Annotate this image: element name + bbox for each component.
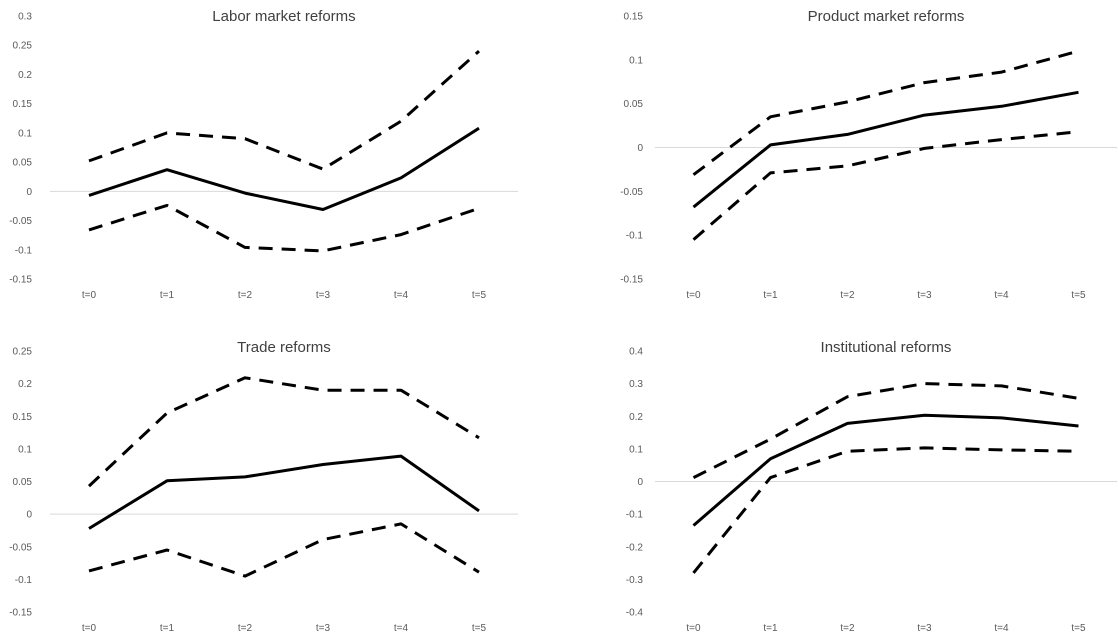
y-tick-label: -0.2 [626, 542, 644, 553]
x-tick-label: t=5 [472, 623, 487, 634]
x-tick-label: t=0 [686, 623, 701, 634]
estimate-line [88, 126, 480, 211]
chart-panel-2: Product market reforms 0.15 0.1 0.05 0 -0.05 -… [620, 8, 1117, 301]
x-tick-label: t=2 [840, 623, 855, 634]
y-tick-label: 0.2 [18, 70, 32, 81]
y-tick-label: -0.1 [15, 575, 33, 586]
y-tick-label: 0 [26, 510, 32, 521]
y-tick-label: -0.1 [626, 231, 644, 242]
x-tick-label: t=1 [160, 290, 175, 301]
y-tick-label: -0.1 [626, 510, 644, 521]
y-tick-label: 0 [637, 477, 643, 488]
y-tick-label: 0 [637, 143, 643, 154]
y-tick-label: 0.1 [629, 55, 643, 66]
x-tick-label: t=3 [917, 290, 932, 301]
x-tick-label: t=3 [917, 623, 932, 634]
y-tick-label: -0.05 [620, 187, 643, 198]
x-tick-label: t=2 [238, 290, 253, 301]
chart-title: Institutional reforms [821, 339, 952, 356]
y-tick-label: -0.4 [626, 608, 644, 619]
y-tick-label: -0.05 [9, 542, 32, 553]
x-tick-label: t=4 [394, 623, 409, 634]
y-tick-label: 0.05 [13, 477, 33, 488]
x-tick-label: t=3 [316, 290, 331, 301]
x-tick-label: t=5 [1071, 290, 1086, 301]
chart-panel-1: Labor market reforms 0.3 0.25 0.2 0.15 0.1 0.0… [9, 8, 518, 301]
y-tick-label: 0.2 [629, 412, 643, 423]
x-tick-label: t=5 [472, 290, 487, 301]
y-tick-label: -0.1 [15, 245, 33, 256]
y-tick-label: 0.15 [624, 12, 644, 23]
y-tick-label: 0.05 [13, 158, 33, 169]
chart-title: Trade reforms [237, 339, 331, 356]
upper-bound-line [692, 49, 1079, 176]
y-tick-label: -0.05 [9, 216, 32, 227]
x-tick-label: t=0 [82, 623, 97, 634]
y-tick-label: 0.4 [629, 347, 643, 358]
chart-panel-4: Institutional reforms 0.4 0.3 0.2 0.1 0 -0.1 -0… [626, 339, 1117, 634]
chart-title: Labor market reforms [212, 8, 355, 25]
estimate-line [88, 454, 480, 530]
y-tick-label: 0.2 [18, 379, 32, 390]
y-tick-label: -0.15 [620, 275, 643, 286]
y-tick-label: -0.15 [9, 275, 32, 286]
y-tick-label: -0.15 [9, 608, 32, 619]
lower-bound-line [88, 522, 480, 578]
x-tick-label: t=4 [994, 623, 1009, 634]
y-tick-label: -0.3 [626, 575, 644, 586]
y-tick-label: 0.1 [18, 444, 32, 455]
upper-bound-line [88, 49, 481, 171]
y-tick-label: 0.3 [18, 12, 32, 23]
y-tick-label: 0.05 [624, 99, 644, 110]
lower-bound-line [692, 130, 1079, 241]
y-tick-label: 0 [26, 187, 32, 198]
y-tick-label: 0.1 [18, 128, 32, 139]
x-tick-label: t=0 [82, 290, 97, 301]
upper-bound-line [692, 382, 1079, 479]
y-tick-label: 0.3 [629, 379, 643, 390]
x-tick-label: t=2 [840, 290, 855, 301]
y-tick-label: 0.15 [13, 99, 33, 110]
x-tick-label: t=2 [238, 623, 253, 634]
x-tick-label: t=1 [763, 623, 778, 634]
y-tick-label: 0.1 [629, 444, 643, 455]
x-tick-label: t=3 [316, 623, 331, 634]
estimate-line [692, 413, 1079, 527]
x-tick-label: t=1 [763, 290, 778, 301]
y-tick-label: 0.25 [13, 347, 33, 358]
lower-bound-line [88, 203, 480, 253]
y-tick-label: 0.25 [13, 41, 33, 52]
x-tick-label: t=0 [686, 290, 701, 301]
x-tick-label: t=4 [994, 290, 1009, 301]
y-tick-label: 0.15 [13, 412, 33, 423]
estimate-line [692, 90, 1079, 209]
x-tick-label: t=5 [1071, 623, 1086, 634]
x-tick-label: t=4 [394, 290, 409, 301]
upper-bound-line [87, 376, 480, 488]
chart-panel-3: Trade reforms 0.25 0.2 0.15 0.1 0.05 0 -0.05 -0.… [9, 339, 518, 634]
chart-title: Product market reforms [808, 8, 965, 25]
x-tick-label: t=1 [160, 623, 175, 634]
lower-bound-line [692, 446, 1079, 574]
